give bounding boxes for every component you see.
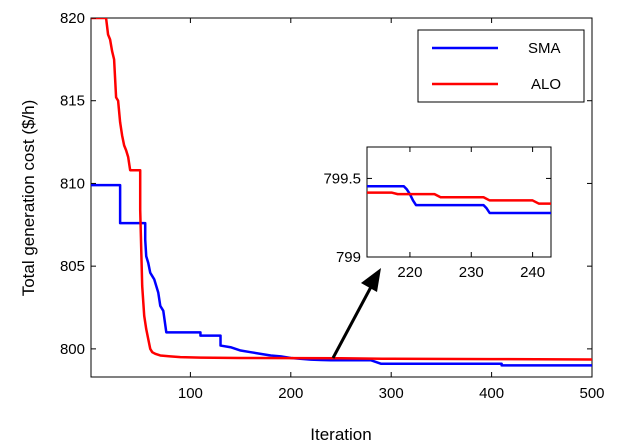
main-x-tick-label: 100 bbox=[178, 385, 203, 402]
main-x-tick-label: 400 bbox=[479, 385, 504, 402]
inset-plot-area bbox=[366, 146, 552, 258]
inset-series-sma bbox=[367, 185, 551, 215]
main-y-tick-label: 820 bbox=[60, 10, 85, 27]
main-series-alo bbox=[91, 18, 592, 361]
inset-y-tick-label: 799.5 bbox=[323, 170, 361, 187]
legend: SMA ALO bbox=[417, 29, 585, 103]
inset-x-tick-label: 240 bbox=[520, 264, 545, 281]
main-y-tick-label: 815 bbox=[60, 93, 85, 110]
main-y-tick-label: 810 bbox=[60, 175, 85, 192]
zoom-arrow-head bbox=[361, 268, 381, 292]
inset-plot-lines bbox=[367, 185, 551, 215]
inset-y-tick-label: 799 bbox=[336, 249, 361, 266]
main-plot-lines bbox=[91, 18, 592, 367]
main-series-sma bbox=[91, 183, 592, 367]
main-x-tick-label: 500 bbox=[579, 385, 604, 402]
inset-x-tick-label: 220 bbox=[397, 264, 422, 281]
main-y-tick-label: 805 bbox=[60, 258, 85, 275]
inset-x-tick-label: 230 bbox=[459, 264, 484, 281]
main-y-tick-label: 800 bbox=[60, 341, 85, 358]
legend-label-sma: SMA bbox=[528, 40, 561, 57]
inset-series-alo bbox=[367, 191, 551, 205]
zoom-arrow-shaft bbox=[331, 284, 374, 359]
main-x-tick-label: 300 bbox=[379, 385, 404, 402]
main-axis-ticks: 100 200 300 400 500 800 805 810 815 820 bbox=[60, 10, 605, 402]
inset-axis-ticks: 220 230 240 799 799.5 bbox=[323, 147, 551, 281]
legend-label-alo: ALO bbox=[531, 76, 561, 93]
main-x-tick-label: 200 bbox=[278, 385, 303, 402]
x-axis-label: Iteration bbox=[310, 425, 371, 444]
legend-box bbox=[417, 29, 585, 103]
y-axis-label: Total generation cost ($/h) bbox=[19, 100, 38, 297]
